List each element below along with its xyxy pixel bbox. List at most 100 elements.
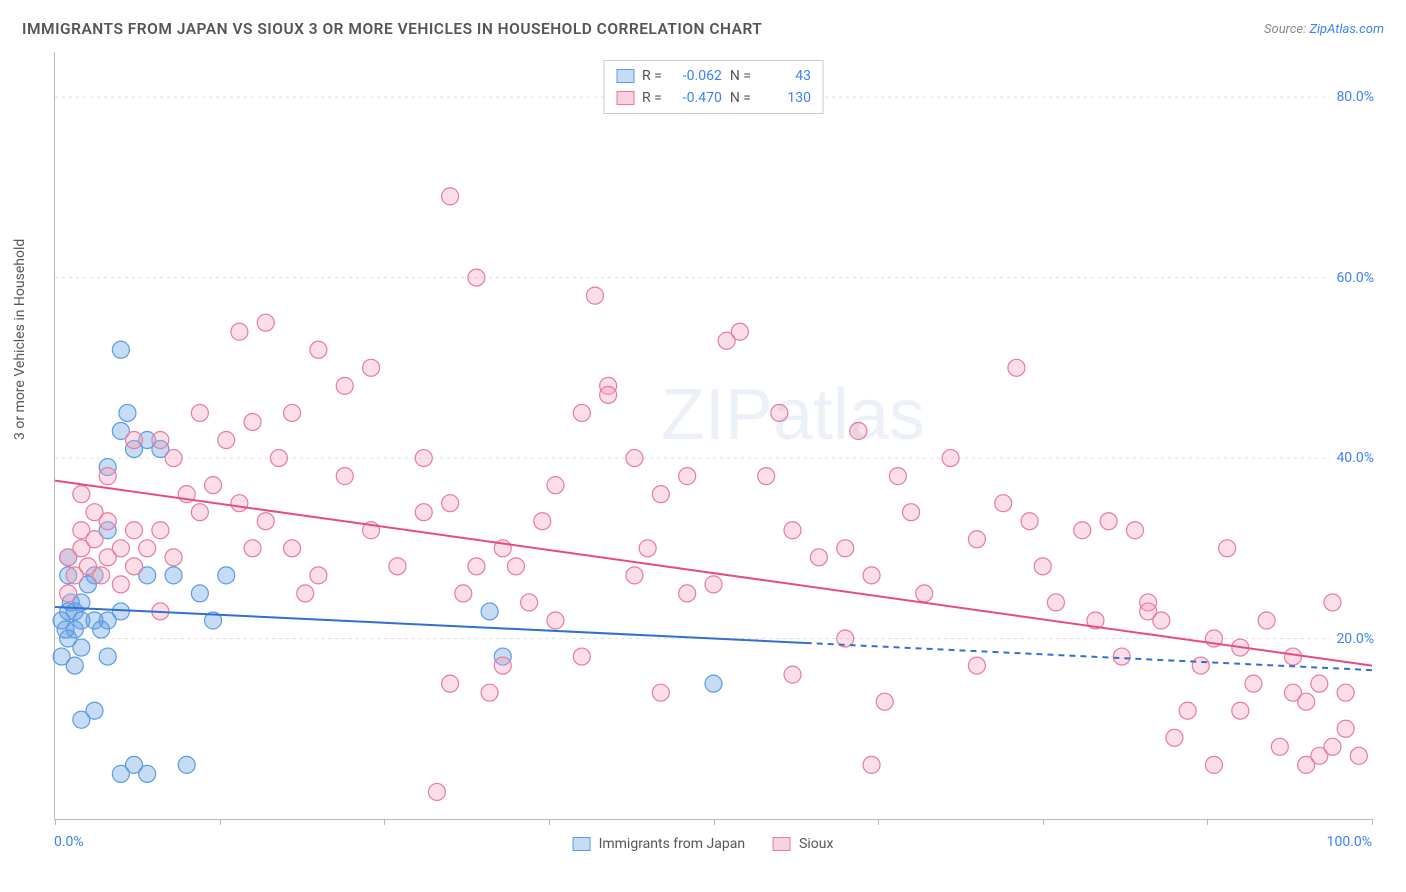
data-point [218, 567, 235, 584]
data-point [903, 504, 920, 521]
data-point [244, 413, 261, 430]
data-point [573, 404, 590, 421]
data-point [126, 432, 143, 449]
data-point [1258, 612, 1275, 629]
chart-title: IMMIGRANTS FROM JAPAN VS SIOUX 3 OR MORE… [22, 20, 762, 38]
data-point [995, 495, 1012, 512]
n-label-1: N = [730, 68, 751, 84]
data-point [191, 585, 208, 602]
data-point [771, 404, 788, 421]
data-point [99, 468, 116, 485]
data-point [191, 404, 208, 421]
x-tick-mark [714, 819, 715, 825]
data-point [652, 486, 669, 503]
data-point [1350, 747, 1367, 764]
data-point [968, 531, 985, 548]
chart-svg [55, 52, 1372, 819]
data-point [1219, 540, 1236, 557]
data-point [244, 540, 261, 557]
data-point [86, 504, 103, 521]
data-point [758, 468, 775, 485]
data-point [415, 504, 432, 521]
source-link[interactable]: ZipAtlas.com [1309, 22, 1384, 37]
data-point [1008, 359, 1025, 376]
x-tick-mark [384, 819, 385, 825]
data-point [152, 522, 169, 539]
data-point [1034, 558, 1051, 575]
data-point [679, 468, 696, 485]
data-point [73, 486, 90, 503]
legend-item-2: Sioux [773, 836, 833, 852]
x-tick-mark [878, 819, 879, 825]
data-point [468, 269, 485, 286]
data-point [1047, 594, 1064, 611]
data-point [112, 540, 129, 557]
data-point [850, 422, 867, 439]
data-point [547, 477, 564, 494]
data-point [705, 675, 722, 692]
x-tick-mark [220, 819, 221, 825]
data-point [916, 585, 933, 602]
data-point [863, 756, 880, 773]
x-tick-mark [1043, 819, 1044, 825]
data-point [1205, 756, 1222, 773]
data-point [1298, 693, 1315, 710]
data-point [139, 540, 156, 557]
data-point [178, 756, 195, 773]
legend-swatch-pink-icon [773, 837, 791, 851]
data-point [1284, 648, 1301, 665]
data-point [442, 495, 459, 512]
data-point [152, 432, 169, 449]
data-point [1311, 675, 1328, 692]
data-point [191, 504, 208, 521]
data-point [231, 495, 248, 512]
data-point [297, 585, 314, 602]
data-point [112, 341, 129, 358]
data-point [257, 314, 274, 331]
data-point [165, 549, 182, 566]
n-value-1: 43 [759, 68, 811, 84]
data-point [586, 287, 603, 304]
data-point [889, 468, 906, 485]
data-point [534, 513, 551, 530]
data-point [494, 657, 511, 674]
x-tick-mark [1207, 819, 1208, 825]
r-label-2: R = [642, 90, 662, 106]
data-point [573, 648, 590, 665]
data-point [639, 540, 656, 557]
data-point [112, 576, 129, 593]
data-point [784, 522, 801, 539]
data-point [863, 567, 880, 584]
data-point [86, 702, 103, 719]
data-point [1232, 702, 1249, 719]
data-point [112, 603, 129, 620]
y-tick-label: 60.0% [1330, 270, 1374, 286]
data-point [231, 323, 248, 340]
plot-area: ZIPatlas R = -0.062 N = 43 R = -0.470 N … [54, 52, 1372, 820]
data-point [60, 585, 77, 602]
data-point [521, 594, 538, 611]
bottom-legend: Immigrants from Japan Sioux [573, 836, 834, 852]
data-point [139, 765, 156, 782]
data-point [442, 675, 459, 692]
r-label-1: R = [642, 68, 662, 84]
data-point [310, 567, 327, 584]
data-point [415, 450, 432, 467]
r-value-2: -0.470 [670, 90, 722, 106]
data-point [165, 567, 182, 584]
data-point [73, 639, 90, 656]
data-point [1021, 513, 1038, 530]
y-axis-label: 3 or more Vehicles in Household [12, 239, 28, 440]
n-label-2: N = [730, 90, 751, 106]
data-point [547, 612, 564, 629]
x-axis-min: 0.0% [54, 834, 84, 850]
data-point [257, 513, 274, 530]
data-point [1113, 648, 1130, 665]
swatch-pink-icon [616, 91, 634, 105]
legend-label-1: Immigrants from Japan [599, 836, 745, 852]
y-tick-label: 40.0% [1330, 450, 1374, 466]
data-point [600, 386, 617, 403]
data-point [481, 603, 498, 620]
data-point [626, 450, 643, 467]
data-point [336, 468, 353, 485]
